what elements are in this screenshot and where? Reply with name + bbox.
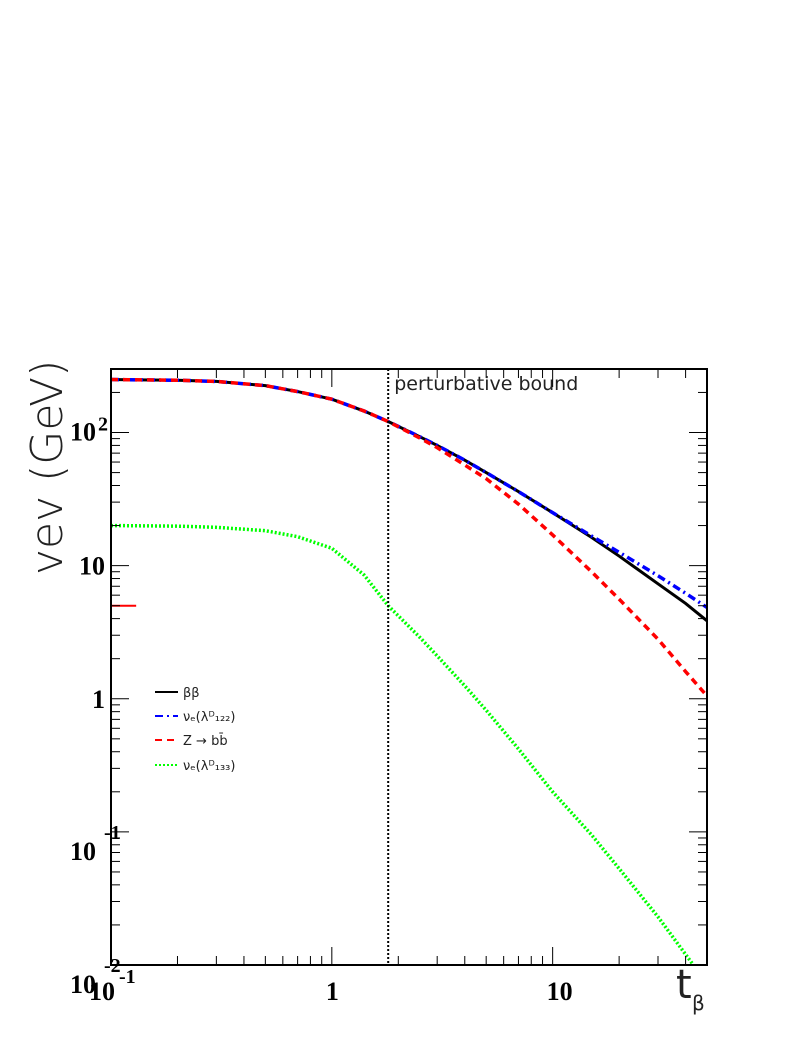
y-axis-label: vev (GeV) [22,360,73,575]
svg-text:β: β [692,991,705,1015]
series-line-2 [110,377,709,698]
axis-ticks [110,368,708,966]
x-tick-exponent: -1 [119,966,136,988]
y-tick-label: 10 [70,418,96,447]
x-tick-label: 1 [326,977,339,1006]
perturbative-bound-label: perturbative bound [394,373,578,395]
y-tick-label: 10 [70,970,96,999]
y-tick-label: 1 [92,685,105,714]
series-line-3 [110,523,694,965]
series-line-0 [110,378,708,622]
x-axis-label: t β [676,962,705,1015]
curves [110,377,709,965]
legend-label: νₑ(λᴰ₁₂₂) [183,710,235,725]
series-line-1 [110,377,708,609]
legend: ββ νₑ(λᴰ₁₂₂) Z → bb̄ νₑ(λᴰ₁₃₃) [155,686,235,774]
plot-frame [110,368,708,966]
svg-text:t: t [676,962,692,1008]
x-tick-label: 10 [547,977,573,1006]
y-tick-label: 10 [70,837,96,866]
legend-label: Z → bb̄ [183,734,228,749]
y-tick-label: 10 [79,552,105,581]
y-tick-exponent: 2 [98,414,108,436]
legend-label: ββ [183,686,200,701]
y-tick-exponent: -1 [104,822,121,844]
y-tick-exponent: -2 [104,955,121,977]
x-tick-label: 10 [89,977,115,1006]
legend-label: νₑ(λᴰ₁₃₃) [183,759,235,774]
